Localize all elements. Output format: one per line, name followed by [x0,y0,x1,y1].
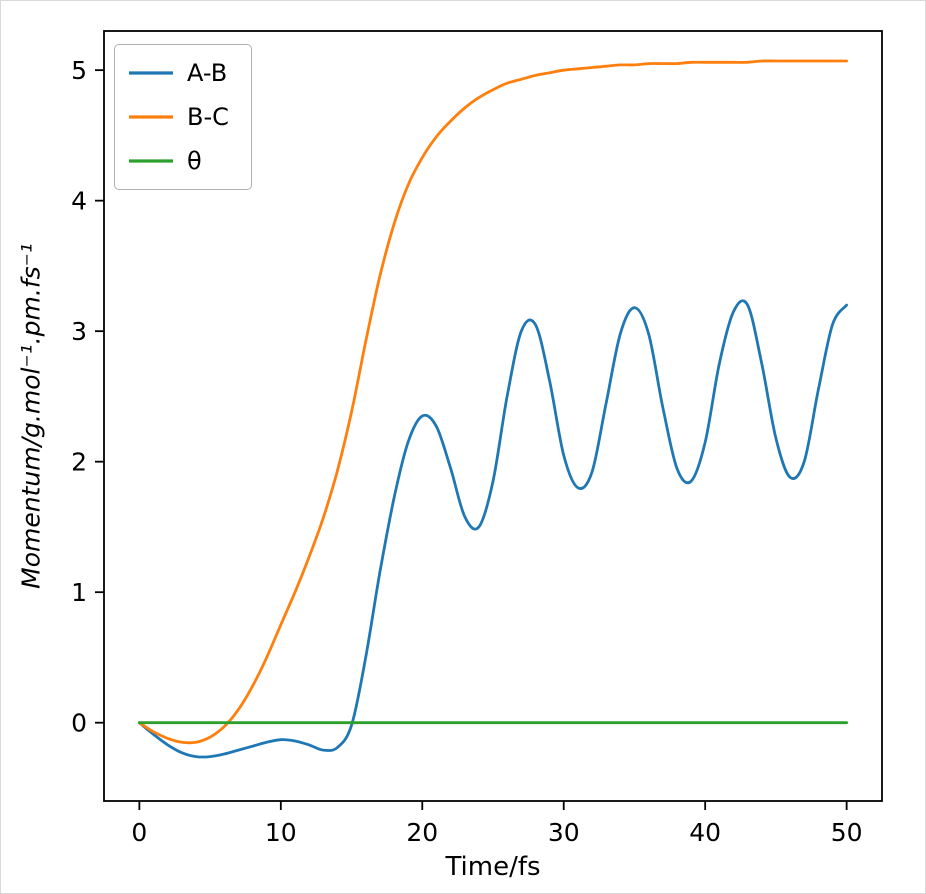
legend-line-swatch [129,115,173,119]
x-tick-label: 10 [265,818,297,847]
x-tick-label: 20 [406,818,438,847]
x-tick-label: 50 [831,818,863,847]
legend-line-swatch [129,71,173,75]
legend-label: θ [187,147,202,175]
legend-item: A-B [129,55,229,91]
legend-item: θ [129,143,229,179]
y-axis-label: Momentum/g.mol⁻¹.pm.fs⁻¹ [16,243,46,589]
y-tick-label: 0 [71,709,87,738]
legend-label: A-B [187,59,228,87]
legend-item: B-C [129,99,229,135]
y-tick-label: 1 [71,578,87,607]
y-tick-label: 3 [71,317,87,346]
y-tick-label: 2 [71,448,87,477]
x-tick-label: 30 [548,818,580,847]
legend: A-B B-C θ [114,44,252,190]
x-tick-label: 40 [689,818,721,847]
y-tick-label: 5 [71,56,87,85]
x-axis-label: Time/fs [445,852,541,882]
series-line-A-B [138,299,848,759]
legend-line-swatch [129,159,173,163]
y-tick-label: 4 [71,187,87,216]
series-line-B-C [138,59,848,745]
x-tick-label: 0 [131,818,147,847]
legend-label: B-C [187,103,229,131]
axes-frame [103,30,883,802]
